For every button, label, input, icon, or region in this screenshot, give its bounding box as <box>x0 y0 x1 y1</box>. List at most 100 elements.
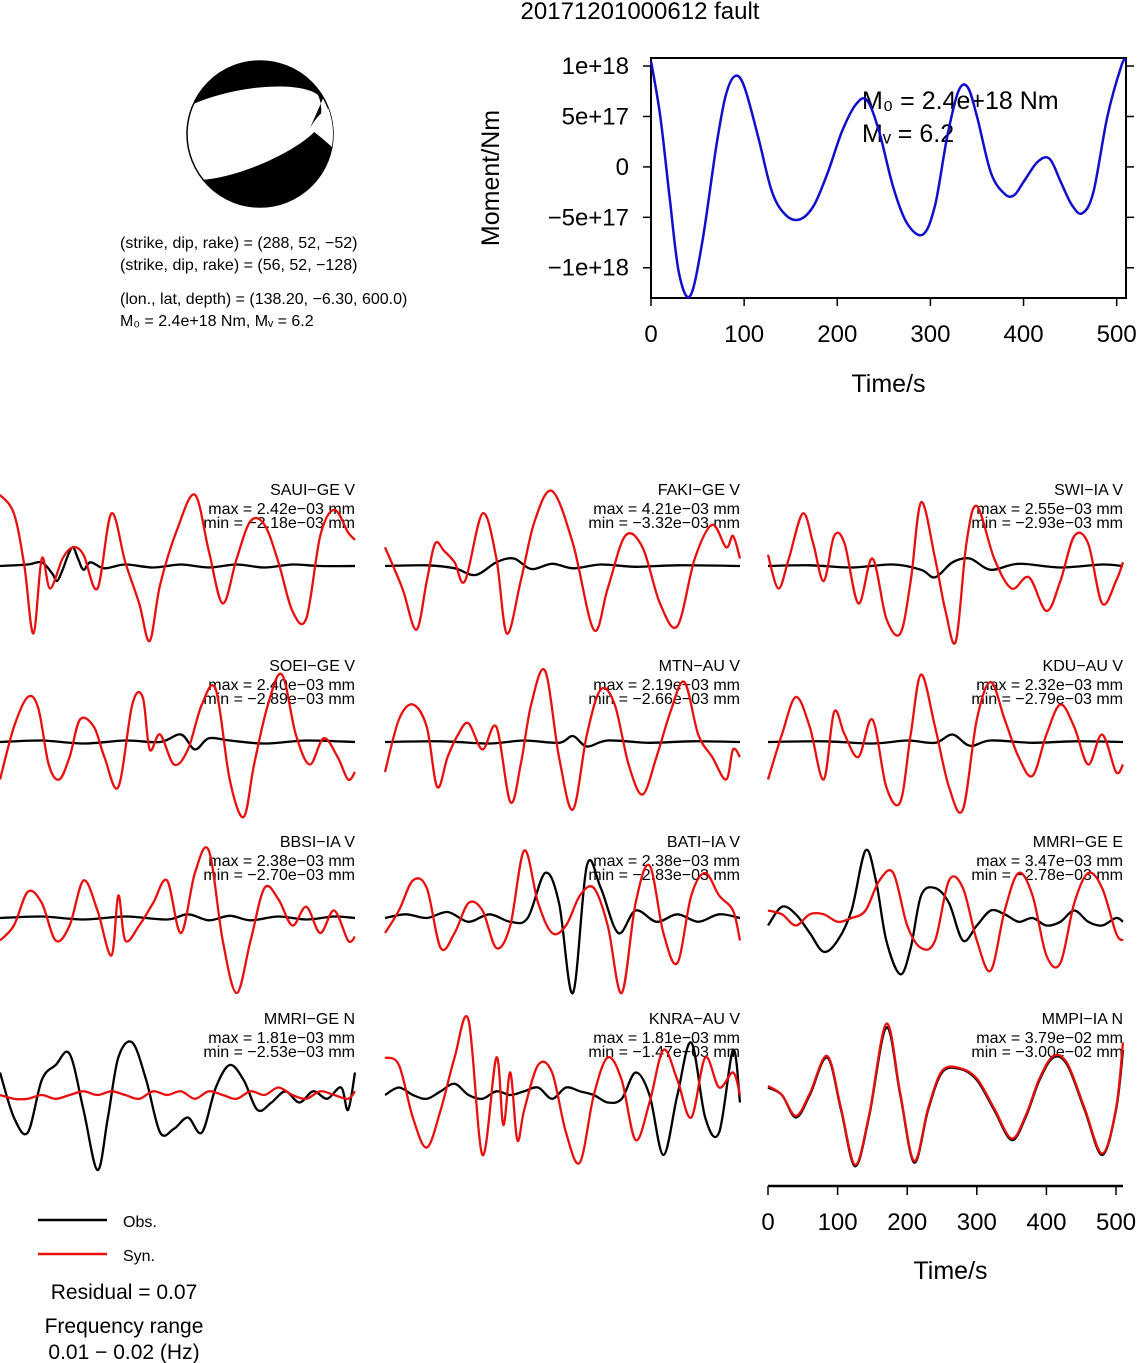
min-amplitude-label: min = −2.83e−03 mm <box>588 867 740 884</box>
x-tick-label: 500 <box>1097 321 1137 348</box>
observed-waveform <box>0 1040 357 1172</box>
max-amplitude-label: max = 2.19e−03 mm <box>593 677 740 694</box>
synthetic-waveform <box>384 1015 742 1165</box>
min-amplitude-label: min = −3.32e−03 mm <box>588 515 740 532</box>
min-amplitude-label: min = −2.89e−03 mm <box>203 691 355 708</box>
synthetic-waveform <box>0 672 356 819</box>
observed-waveform <box>767 733 1124 748</box>
synthetic-waveform <box>0 1086 356 1101</box>
focal-mechanism-beachball <box>186 60 334 208</box>
min-amplitude-label: min = −2.66e−03 mm <box>588 691 740 708</box>
time-tick-label: 400 <box>1026 1209 1066 1236</box>
x-tick-label: 0 <box>644 321 657 348</box>
station-label: MMPI−IA N <box>1042 1011 1123 1028</box>
min-amplitude-label: min = −2.93e−03 mm <box>971 515 1123 532</box>
x-tick-label: 300 <box>910 321 950 348</box>
moment-annotation: M₀ = 2.4e+18 Nm <box>862 87 1059 115</box>
synthetic-waveform <box>383 489 742 635</box>
time-tick-label: 300 <box>957 1209 997 1236</box>
max-amplitude-label: max = 2.55e−03 mm <box>976 501 1123 518</box>
station-label: MTN−AU V <box>659 658 741 675</box>
synthetic-waveform <box>383 667 741 811</box>
station-label: BATI−IA V <box>667 834 740 851</box>
observed-waveform <box>0 733 356 751</box>
max-amplitude-label: max = 2.40e−03 mm <box>208 677 355 694</box>
y-tick-label: −1e+18 <box>548 255 629 282</box>
x-tick-label: 200 <box>817 321 857 348</box>
min-amplitude-label: min = −2.78e−03 mm <box>971 867 1123 884</box>
max-amplitude-label: max = 1.81e−03 mm <box>593 1030 740 1047</box>
time-tick-label: 500 <box>1096 1209 1136 1236</box>
observed-waveform <box>0 546 356 583</box>
time-tick-label: 200 <box>887 1209 927 1236</box>
observed-waveform <box>384 557 741 577</box>
station-label: SAUI−GE V <box>270 482 355 499</box>
dilatational-wedge-right <box>310 105 333 150</box>
mechanism-line-3: (lon., lat, depth) = (138.20, −6.30, 600… <box>120 291 407 308</box>
min-amplitude-label: min = −2.70e−03 mm <box>203 867 355 884</box>
synthetic-waveform <box>384 849 742 995</box>
synthetic-waveform <box>766 501 1125 645</box>
observed-waveform <box>384 734 741 748</box>
x-axis-label: Time/s <box>851 370 925 398</box>
compressional-quadrant-top <box>187 61 333 128</box>
max-amplitude-label: max = 1.81e−03 mm <box>208 1030 355 1047</box>
legend: Obs. Syn. <box>38 1214 157 1265</box>
moment-rate-plot: 0 100 200 300 400 500 1e+18 5e+17 0 −5e+17 −1e+18 T… <box>477 53 1137 398</box>
y-tick-label: 5e+17 <box>562 103 629 130</box>
moment-rate-line <box>649 57 1128 299</box>
mechanism-line-1: (strike, dip, rake) = (288, 52, −52) <box>120 235 357 252</box>
time-axis-label: Time/s <box>913 1257 987 1285</box>
min-amplitude-label: min = −2.53e−03 mm <box>203 1044 355 1061</box>
min-amplitude-label: min = −2.18e−03 mm <box>203 515 355 532</box>
figure-title: 20171201000612 fault <box>521 0 760 25</box>
max-amplitude-label: max = 2.42e−03 mm <box>208 501 355 518</box>
min-amplitude-label: min = −1.47e−03 mm <box>588 1044 740 1061</box>
max-amplitude-label: max = 2.32e−03 mm <box>976 677 1123 694</box>
frequency-value: 0.01 − 0.02 (Hz) <box>48 1341 199 1363</box>
moment-plot-frame <box>650 57 1127 299</box>
legend-obs-label: Obs. <box>123 1214 157 1231</box>
residual-label: Residual = 0.07 <box>51 1281 198 1304</box>
min-amplitude-label: min = −2.79e−03 mm <box>971 691 1123 708</box>
station-label: FAKI−GE V <box>658 482 741 499</box>
station-label: KNRA−AU V <box>649 1011 740 1028</box>
compressional-quadrant-bottom <box>190 128 333 207</box>
station-label: KDU−AU V <box>1043 658 1124 675</box>
x-tick-label: 100 <box>724 321 764 348</box>
y-axis-label: Moment/Nm <box>477 110 505 246</box>
station-label: SOEI−GE V <box>269 658 355 675</box>
min-amplitude-label: min = −3.00e−02 mm <box>971 1044 1123 1061</box>
station-label: SWI−IA V <box>1054 482 1123 499</box>
y-tick-label: 1e+18 <box>562 53 629 80</box>
synthetic-waveform <box>0 493 356 643</box>
station-label: MMRI−GE N <box>264 1011 355 1028</box>
mechanism-line-4: M₀ = 2.4e+18 Nm, Mᵥ = 6.2 <box>120 313 314 330</box>
max-amplitude-label: max = 4.21e−03 mm <box>593 501 740 518</box>
observed-waveform <box>384 858 741 995</box>
synthetic-waveform <box>767 1022 1125 1166</box>
max-amplitude-label: max = 2.38e−03 mm <box>208 853 355 870</box>
mechanism-line-2: (strike, dip, rake) = (56, 52, −128) <box>120 257 357 274</box>
station-label: MMRI−GE E <box>1033 834 1123 851</box>
frequency-label: Frequency range <box>45 1315 204 1338</box>
synthetic-waveform <box>767 869 1124 973</box>
time-tick-label: 0 <box>761 1209 774 1236</box>
x-tick-label: 400 <box>1004 321 1044 348</box>
legend-syn-label: Syn. <box>123 1248 155 1265</box>
synthetic-waveform <box>0 846 356 995</box>
max-amplitude-label: max = 2.38e−03 mm <box>593 853 740 870</box>
y-tick-label: 0 <box>616 154 629 181</box>
